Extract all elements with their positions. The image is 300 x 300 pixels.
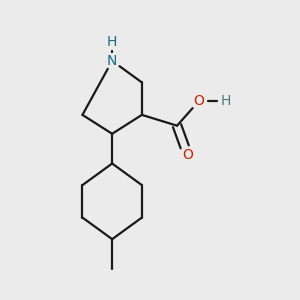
Text: H: H — [107, 35, 117, 49]
Text: H: H — [220, 94, 231, 108]
Text: O: O — [193, 94, 204, 108]
Text: O: O — [182, 148, 193, 162]
Text: N: N — [107, 54, 117, 68]
